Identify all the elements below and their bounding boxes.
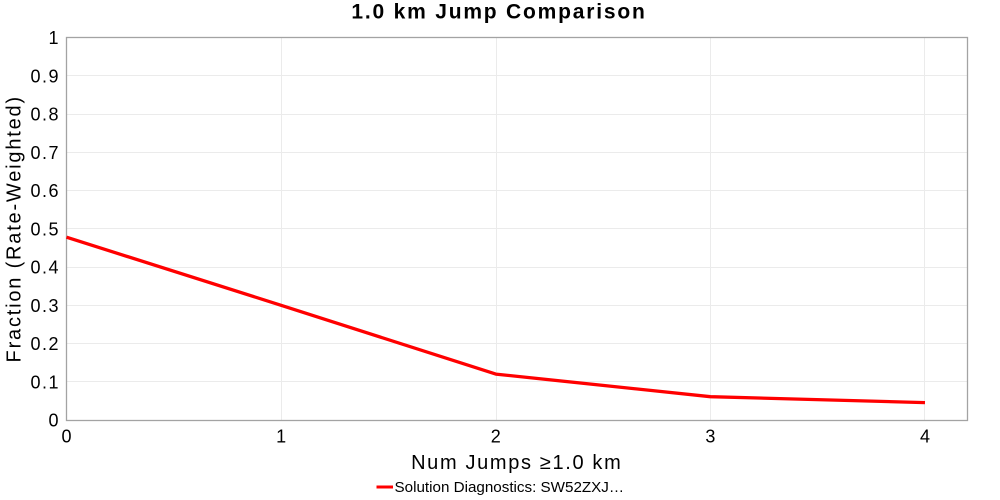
svg-text:4: 4 bbox=[920, 427, 930, 447]
svg-text:0: 0 bbox=[48, 411, 60, 431]
svg-text:1.0 km Jump Comparison: 1.0 km Jump Comparison bbox=[351, 1, 646, 24]
svg-text:3: 3 bbox=[705, 427, 715, 447]
svg-text:Num Jumps ≥1.0 km: Num Jumps ≥1.0 km bbox=[411, 452, 622, 474]
svg-text:0.2: 0.2 bbox=[30, 334, 60, 354]
svg-text:0.9: 0.9 bbox=[30, 66, 60, 86]
svg-text:Fraction (Rate-Weighted): Fraction (Rate-Weighted) bbox=[4, 95, 26, 362]
svg-text:2: 2 bbox=[491, 427, 501, 447]
svg-text:0.4: 0.4 bbox=[30, 258, 60, 278]
svg-text:0: 0 bbox=[61, 427, 71, 447]
svg-text:0.5: 0.5 bbox=[30, 219, 60, 239]
svg-text:0.7: 0.7 bbox=[30, 143, 60, 163]
svg-text:0.1: 0.1 bbox=[30, 372, 60, 392]
svg-text:0.8: 0.8 bbox=[30, 105, 60, 125]
svg-text:Solution Diagnostics: SW52ZXJ…: Solution Diagnostics: SW52ZXJ… bbox=[395, 479, 625, 496]
svg-text:0.3: 0.3 bbox=[30, 296, 60, 316]
svg-text:1: 1 bbox=[276, 427, 286, 447]
svg-text:1: 1 bbox=[48, 28, 60, 48]
svg-text:0.6: 0.6 bbox=[30, 181, 60, 201]
